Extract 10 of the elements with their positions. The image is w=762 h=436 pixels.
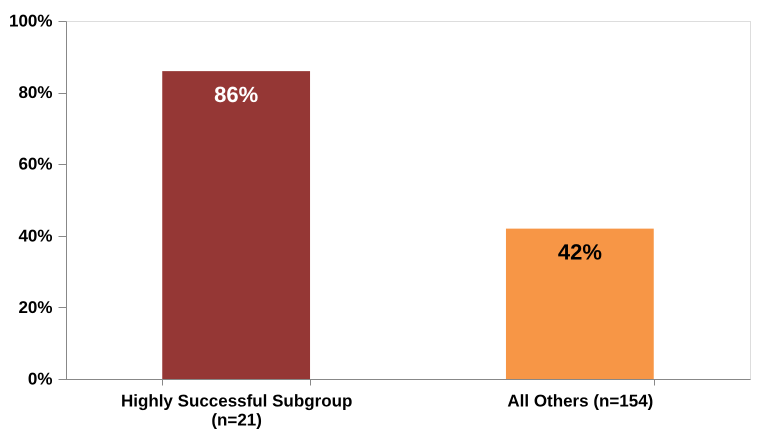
- y-tick-label: 60%: [18, 154, 52, 174]
- y-tick-label: 80%: [18, 83, 52, 102]
- x-tick-label: Highly Successful Subgroup (n=21): [120, 392, 352, 430]
- data-label: 86%: [214, 82, 258, 108]
- y-tick-label: 40%: [18, 226, 52, 246]
- data-label: 42%: [558, 240, 602, 265]
- y-tick-label: 0%: [28, 370, 52, 388]
- y-tick-label: 20%: [18, 298, 52, 317]
- x-tick-label: All Others (n=154): [507, 392, 654, 410]
- y-tick-label: 100%: [9, 12, 52, 30]
